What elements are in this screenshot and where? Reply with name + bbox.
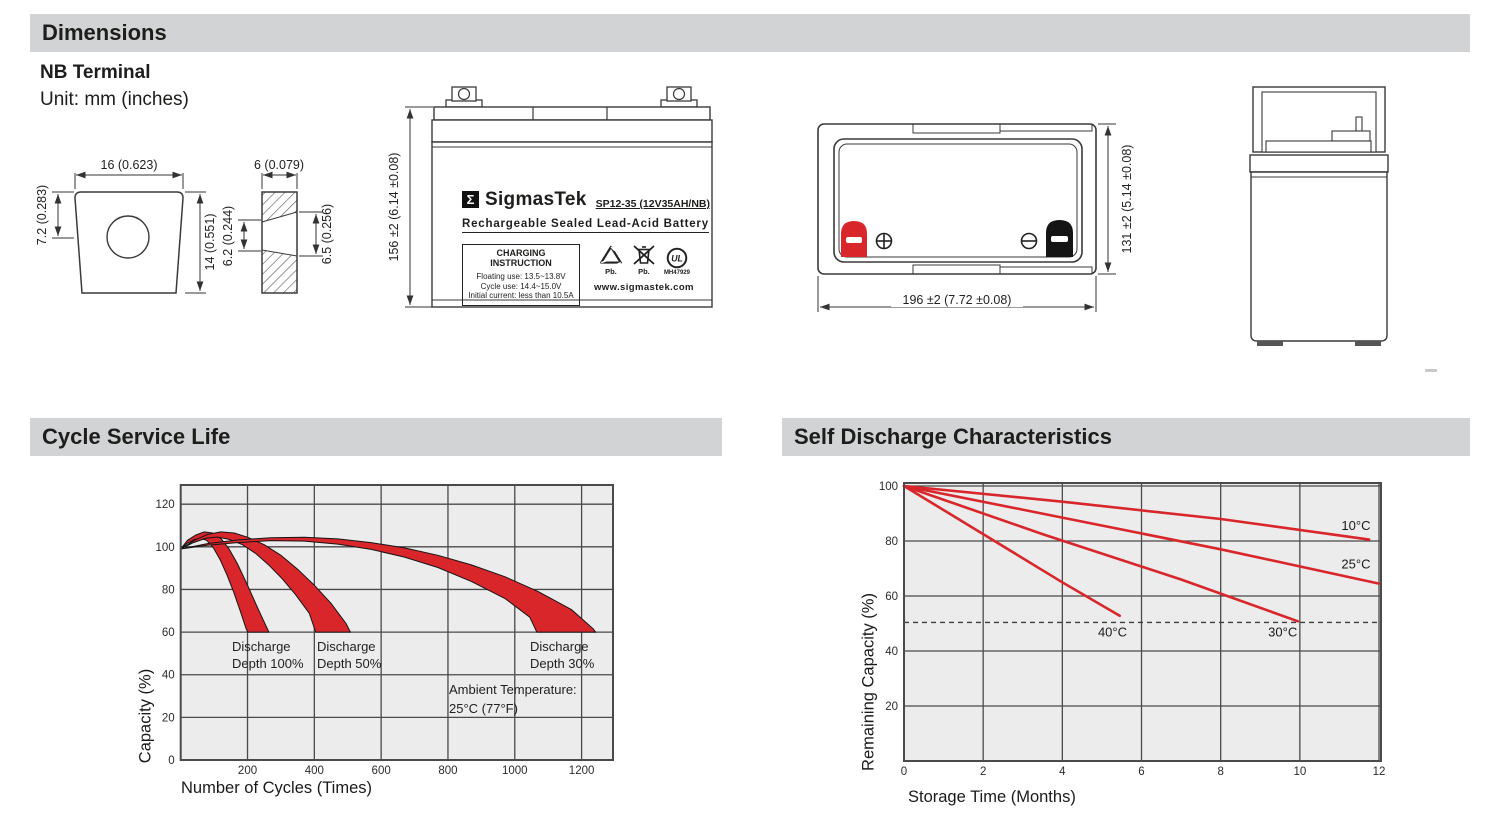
dim-terminal-width: 16 (0.623) <box>101 158 158 172</box>
dim-battery-height: 156 ±2 (6.14 ±0.08) <box>387 153 401 262</box>
battery-top-view: 131 ±2 (5.14 ±0.08) 196 ±2 (7.72 ±0.08) <box>817 123 1134 312</box>
band-discharge-depth-30- <box>180 536 597 633</box>
svg-text:80: 80 <box>162 584 175 596</box>
svg-text:100: 100 <box>156 542 175 554</box>
dim-terminal-slot-left: 6.2 (0.244) <box>221 206 235 266</box>
side-foot-left <box>1257 341 1283 346</box>
svg-text:600: 600 <box>372 765 391 777</box>
battery-front-view: 156 ±2 (6.14 ±0.08) <box>387 86 713 308</box>
svg-text:60: 60 <box>885 591 898 603</box>
svg-text:10: 10 <box>1293 766 1306 778</box>
series-label-30°C: 30°C <box>1268 624 1297 639</box>
cycle-header-bar: Cycle Service Life <box>30 418 722 456</box>
series-label-10°C: 10°C <box>1341 518 1370 533</box>
certification-icons: Pb. Pb. <box>594 244 694 306</box>
website-url: www.sigmastek.com <box>594 282 694 293</box>
annotation-depth-30: Discharge Depth 30% <box>530 639 595 671</box>
svg-text:6: 6 <box>1138 766 1144 778</box>
dim-top-depth: 131 ±2 (5.14 ±0.08) <box>1120 145 1134 254</box>
svg-text:120: 120 <box>156 499 175 511</box>
self-discharge-header-bar: Self Discharge Characteristics <box>782 418 1470 456</box>
side-foot-right <box>1355 341 1381 346</box>
terminal-section-hatch-bottom <box>262 250 297 293</box>
svg-text:2: 2 <box>980 766 986 778</box>
terminal-hole <box>106 215 150 259</box>
svg-text:400: 400 <box>305 765 324 777</box>
band-discharge-depth-50- <box>180 531 352 633</box>
svg-text:UL: UL <box>671 253 683 263</box>
svg-text:12: 12 <box>1373 766 1386 778</box>
top-recess-2 <box>999 123 1093 132</box>
self-discharge-title: Self Discharge Characteristics <box>794 424 1112 449</box>
self-xlabel: Storage Time (Months) <box>908 788 1076 806</box>
recycle-pb-icon <box>600 245 622 266</box>
svg-text:80: 80 <box>885 536 898 548</box>
series-10°C <box>902 484 1371 541</box>
cycle-xlabel: Number of Cycles (Times) <box>181 779 372 797</box>
ul-mark-icon: UL <box>666 247 688 269</box>
svg-text:200: 200 <box>238 765 257 777</box>
dim-terminal-slot-right: 6.5 (0.256) <box>320 204 334 264</box>
dim-top-width: 196 ±2 (7.72 ±0.08) <box>903 293 1012 307</box>
series-40°C <box>902 484 1121 618</box>
svg-text:40: 40 <box>162 670 175 682</box>
svg-text:4: 4 <box>1059 766 1066 778</box>
annotation-depth-50: Discharge Depth 50% <box>317 639 382 671</box>
charging-instruction-box: CHARGING INSTRUCTION Floating use: 13.5~… <box>462 244 580 306</box>
bottom-recess-2 <box>999 266 1093 275</box>
cycle-title: Cycle Service Life <box>42 424 231 449</box>
svg-text:8: 8 <box>1217 766 1223 778</box>
svg-text:20: 20 <box>885 701 898 713</box>
page-artifact-dash <box>1425 369 1437 372</box>
series-label-40°C: 40°C <box>1098 624 1127 639</box>
dimensions-title: Dimensions <box>42 20 167 45</box>
svg-text:1200: 1200 <box>569 765 595 777</box>
unit-note: Unit: mm (inches) <box>40 89 189 110</box>
svg-text:0: 0 <box>901 766 907 778</box>
annotation-ambient-temp: Ambient Temperature: 25°C (77°F) <box>449 682 577 716</box>
band-discharge-depth-100- <box>180 531 270 633</box>
dimensions-header-bar: Dimensions <box>30 14 1470 52</box>
series-label-25°C: 25°C <box>1341 557 1370 572</box>
svg-text:60: 60 <box>162 627 175 639</box>
dim-terminal-thickness: 6 (0.079) <box>254 158 304 172</box>
svg-text:100: 100 <box>879 481 898 493</box>
terminal-detail-drawing: 16 (0.623) 7.2 (0.283) 14 (0.551) 6 (0.0… <box>35 158 334 294</box>
sigma-logo-icon: Σ <box>462 191 479 208</box>
series-25°C <box>902 484 1381 585</box>
terminal-section-outline <box>261 191 298 294</box>
brand-name: SigmasTek <box>485 189 587 210</box>
nb-terminal-heading: NB Terminal <box>40 62 151 83</box>
model-number: SP12-35 (12V35AH/NB) <box>595 198 711 210</box>
svg-text:40: 40 <box>885 646 898 658</box>
logo-row: Σ SigmasTek SP12-35 (12V35AH/NB) <box>462 190 710 214</box>
svg-text:800: 800 <box>438 765 457 777</box>
self-ylabel: Remaining Capacity (%) <box>859 593 878 771</box>
side-plate <box>1265 140 1372 153</box>
crossed-bin-pb-icon <box>633 245 655 265</box>
battery-side-view <box>1249 86 1389 346</box>
cover-outline-inner <box>838 143 1078 258</box>
svg-text:20: 20 <box>162 712 175 724</box>
svg-text:1000: 1000 <box>502 765 528 777</box>
battery-label: Σ SigmasTek SP12-35 (12V35AH/NB) Recharg… <box>462 190 710 306</box>
battery-body <box>431 141 713 308</box>
cycle-ylabel: Capacity (%) <box>136 668 155 764</box>
dim-terminal-upper-height: 7.2 (0.283) <box>35 185 49 245</box>
svg-text:0: 0 <box>168 755 174 767</box>
battery-subtitle: Rechargeable Sealed Lead-Acid Battery <box>462 218 709 233</box>
self-discharge-chart: 10°C 25°C 30°C 40°C 20 40 60 80 100 0 2 4 6 8 10 12 <box>879 481 1386 778</box>
series-30°C <box>902 484 1300 623</box>
dim-terminal-height: 14 (0.551) <box>203 214 217 271</box>
annotation-depth-100: Discharge Depth 100% <box>232 639 304 671</box>
cycle-service-life-chart: 0 20 40 60 80 100 120 200 400 600 800 1000 1200 <box>156 484 614 777</box>
